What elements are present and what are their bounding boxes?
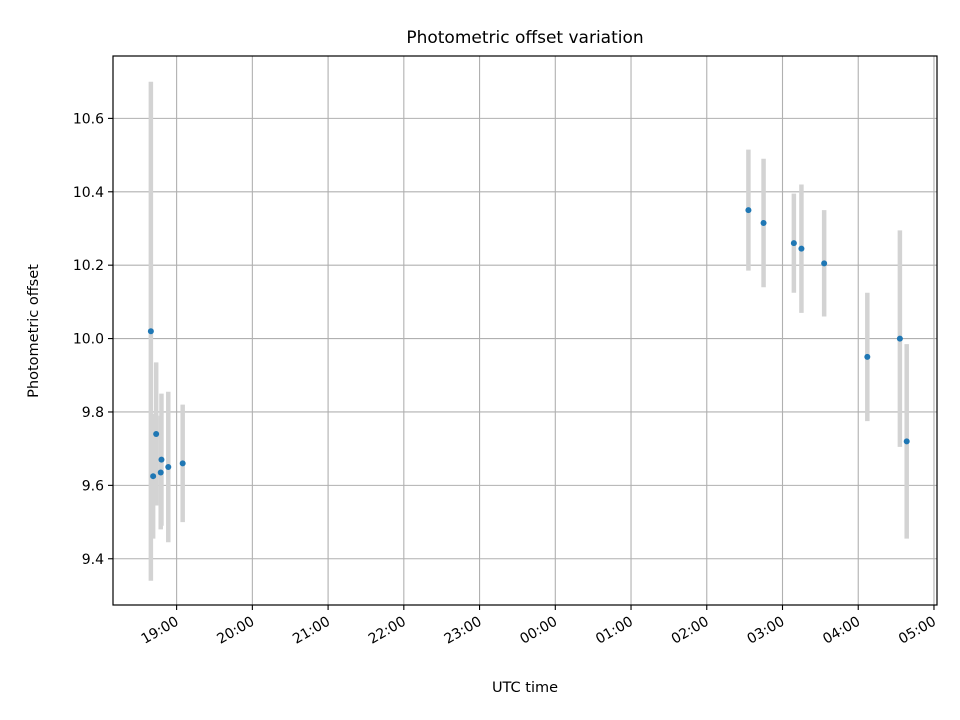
y-tick-label: 10.4 [73, 185, 104, 201]
data-point [821, 260, 828, 267]
y-axis-label: Photometric offset [26, 264, 42, 398]
y-tick-label: 10.6 [73, 111, 104, 127]
data-point [158, 456, 165, 463]
data-point [745, 207, 752, 214]
data-point [165, 464, 172, 471]
y-tick-label: 9.6 [82, 478, 104, 494]
data-point [147, 328, 154, 335]
data-point [760, 219, 767, 226]
data-point [157, 469, 164, 476]
data-points [147, 207, 910, 480]
grid-lines [113, 56, 937, 605]
y-axis-ticks: 9.4 9.6 9.8 10.0 10.2 10.4 10.6 [73, 111, 113, 568]
y-tick-label: 10.0 [73, 332, 104, 348]
y-tick-label: 9.4 [82, 552, 104, 568]
chart-title: Photometric offset variation [406, 28, 643, 48]
data-point [790, 240, 797, 247]
y-tick-label: 9.8 [82, 405, 104, 421]
x-axis-label: UTC time [492, 680, 558, 696]
data-point [179, 460, 186, 467]
plot-area-frame [112, 55, 938, 606]
data-point [153, 430, 160, 437]
y-tick-label: 10.2 [73, 258, 104, 274]
data-point [903, 438, 910, 445]
data-point [864, 353, 871, 360]
data-point [798, 245, 805, 252]
data-point [150, 473, 157, 480]
data-point [896, 335, 903, 342]
